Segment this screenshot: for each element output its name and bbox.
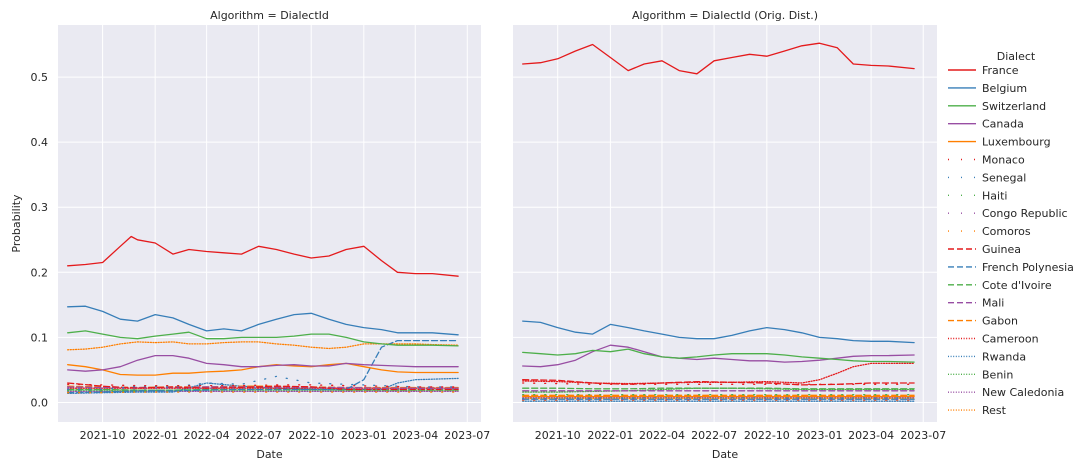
- legend-label-cameroon: Cameroon: [982, 333, 1039, 346]
- plot-background: [58, 25, 481, 422]
- x-tick-label: 2021-10: [80, 429, 126, 442]
- plot-background: [513, 25, 937, 422]
- series-line-monaco: [67, 383, 459, 388]
- legend-label-comoros: Comoros: [982, 225, 1031, 238]
- x-tick-label: 2023-01: [341, 429, 387, 442]
- series-line-canada: [67, 354, 459, 372]
- x-tick-label: 2023-04: [392, 429, 438, 442]
- series-line-canada: [522, 344, 915, 368]
- x-tick-label: 2023-04: [848, 429, 894, 442]
- legend-label-luxembourg: Luxembourg: [982, 136, 1051, 149]
- legend-label-rwanda: Rwanda: [982, 350, 1026, 363]
- x-axis-label: Date: [256, 448, 283, 461]
- y-tick-label: 0.3: [31, 201, 49, 214]
- series-line-switzerland: [67, 330, 459, 347]
- x-tick-label: 2022-04: [184, 429, 230, 442]
- series-group: [67, 235, 459, 395]
- series-line-france: [522, 42, 915, 75]
- panel-title: Algorithm = DialectId (Orig. Dist.): [632, 9, 818, 22]
- legend-label-guinea: Guinea: [982, 243, 1021, 256]
- series-group: [522, 42, 915, 402]
- y-tick-label: 0.1: [31, 331, 49, 344]
- x-axis-label: Date: [712, 448, 739, 461]
- legend-label-benin: Benin: [982, 368, 1013, 381]
- panel-title: Algorithm = DialectId: [210, 9, 329, 22]
- y-axis-label: Probability: [10, 194, 23, 253]
- series-line-belgium: [522, 320, 915, 344]
- y-tick-label: 0.5: [31, 71, 49, 84]
- y-tick-label: 0.2: [31, 266, 49, 279]
- legend-label-new-caledonia: New Caledonia: [982, 386, 1064, 399]
- x-tick-label: 2022-01: [587, 429, 633, 442]
- x-tick-label: 2023-01: [797, 429, 843, 442]
- legend-label-rest: Rest: [982, 404, 1007, 417]
- x-tick-label: 2022-07: [236, 429, 282, 442]
- legend-label-gabon: Gabon: [982, 315, 1018, 328]
- legend-label-haiti: Haiti: [982, 189, 1007, 202]
- x-tick-label: 2022-07: [691, 429, 737, 442]
- legend-label-monaco: Monaco: [982, 154, 1025, 167]
- series-line-congo-republic: [67, 387, 459, 390]
- x-tick-label: 2022-10: [288, 429, 334, 442]
- legend-label-switzerland: Switzerland: [982, 100, 1046, 113]
- series-line-haiti: [67, 388, 459, 392]
- x-tick-label: 2021-10: [535, 429, 581, 442]
- series-line-french-polynesia: [67, 339, 459, 394]
- panel-1: 2021-10 2022-01 2022-04 2022-07 2022-10 2023-…: [10, 9, 490, 461]
- legend-label-mali: Mali: [982, 297, 1004, 310]
- legend-label-french-polynesia: French Polynesia: [982, 261, 1074, 274]
- x-tick-label: 2023-07: [900, 429, 946, 442]
- x-tick-label: 2022-04: [639, 429, 685, 442]
- x-tick-label: 2022-01: [132, 429, 178, 442]
- series-line-senegal: [522, 396, 915, 400]
- legend-title: Dialect: [997, 50, 1036, 63]
- x-tick-label: 2022-10: [744, 429, 790, 442]
- series-line-france: [67, 235, 459, 277]
- legend-label-canada: Canada: [982, 118, 1024, 131]
- legend-label-france: France: [982, 64, 1019, 77]
- x-tick-label: 2023-07: [444, 429, 490, 442]
- series-line-switzerland: [522, 348, 915, 363]
- legend-label-cote-d-ivoire: Cote d'Ivoire: [982, 279, 1052, 292]
- legend-label-belgium: Belgium: [982, 82, 1027, 95]
- legend-label-congo-republic: Congo Republic: [982, 207, 1068, 220]
- panel-2: 2021-10 2022-01 2022-04 2022-07 2022-10 2023-…: [513, 9, 946, 461]
- series-line-comoros: [67, 391, 459, 394]
- legend-label-senegal: Senegal: [982, 171, 1026, 184]
- y-tick-label: 0.4: [31, 136, 49, 149]
- series-line-belgium: [67, 305, 459, 336]
- series-line-monaco: [522, 382, 915, 385]
- series-line-cote-d-ivoire: [522, 387, 915, 390]
- y-tick-label: 0.0: [31, 396, 49, 409]
